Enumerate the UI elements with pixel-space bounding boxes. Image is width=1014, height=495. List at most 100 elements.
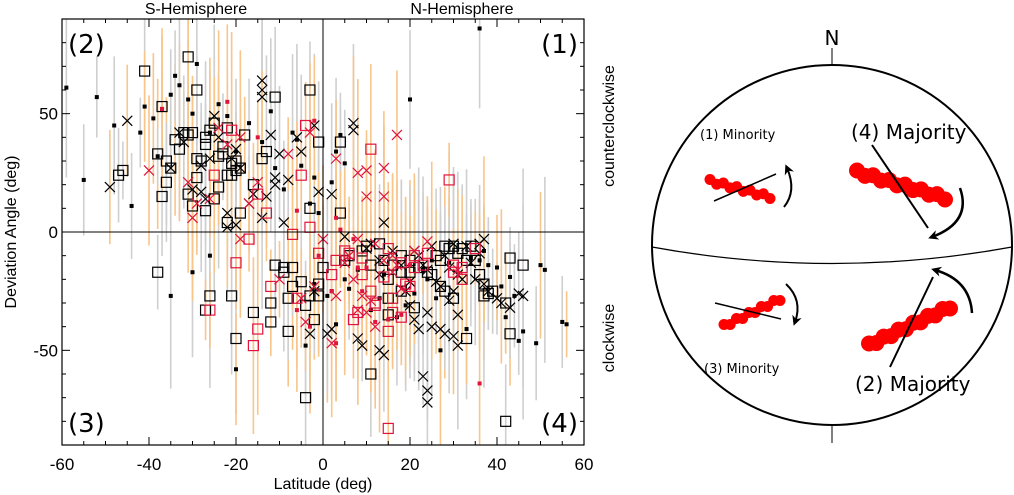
dot-marker bbox=[168, 92, 173, 97]
dot-marker bbox=[481, 248, 486, 253]
square-marker bbox=[204, 290, 216, 302]
square-marker bbox=[243, 233, 255, 245]
cross-marker bbox=[308, 281, 320, 292]
dot-marker bbox=[294, 308, 299, 313]
cross-marker bbox=[213, 122, 225, 134]
dot-marker bbox=[408, 263, 412, 268]
square-marker bbox=[213, 181, 225, 193]
dot-marker bbox=[294, 208, 299, 213]
cross-marker bbox=[395, 259, 407, 271]
square-marker bbox=[382, 422, 394, 435]
ccw-arrow-icon bbox=[783, 164, 794, 208]
cross-marker bbox=[182, 176, 194, 188]
rotation-sphere-diagram: N (1) Minority (4) Majority (3) Minority… bbox=[651, 26, 1013, 443]
cross-marker bbox=[387, 266, 399, 278]
ccw-arrow-icon bbox=[931, 266, 974, 314]
dot-marker bbox=[542, 267, 547, 272]
dot-marker bbox=[138, 130, 143, 135]
cross-marker bbox=[265, 129, 277, 141]
square-marker bbox=[365, 143, 377, 155]
cross-marker bbox=[178, 136, 190, 148]
square-marker bbox=[426, 269, 438, 281]
x-tick-label: 60 bbox=[575, 455, 594, 474]
cross-marker bbox=[435, 281, 446, 292]
square-marker bbox=[173, 143, 186, 155]
cross-marker bbox=[256, 84, 268, 96]
x-axis-label: Latitude (deg) bbox=[274, 476, 373, 493]
square-marker bbox=[408, 302, 420, 314]
square-marker bbox=[460, 254, 473, 266]
square-marker bbox=[265, 297, 277, 309]
dot-marker bbox=[334, 322, 339, 327]
square-marker bbox=[234, 207, 246, 219]
dot-marker bbox=[334, 215, 339, 220]
cross-marker bbox=[230, 219, 242, 231]
cross-marker bbox=[174, 127, 185, 139]
square-marker bbox=[117, 164, 129, 177]
cross-marker bbox=[391, 259, 403, 271]
square-marker bbox=[160, 155, 172, 167]
square-marker bbox=[469, 242, 481, 255]
region-label: (4) Majority bbox=[851, 120, 967, 144]
square-marker bbox=[326, 269, 338, 281]
square-marker bbox=[182, 51, 194, 63]
dot-marker bbox=[307, 201, 312, 206]
north-label: N bbox=[825, 26, 840, 50]
dot-marker bbox=[329, 289, 334, 294]
cross-marker bbox=[482, 285, 494, 297]
dot-marker bbox=[477, 26, 482, 31]
square-marker bbox=[165, 162, 177, 174]
cross-marker bbox=[243, 198, 255, 210]
square-marker bbox=[199, 138, 212, 151]
dot-marker bbox=[247, 121, 252, 126]
square-marker bbox=[156, 190, 168, 203]
cross-marker bbox=[387, 250, 399, 262]
markers-layer bbox=[64, 26, 569, 435]
cross-marker bbox=[204, 193, 216, 205]
square-marker bbox=[152, 266, 164, 278]
dot-marker bbox=[234, 367, 238, 372]
cross-marker bbox=[421, 396, 433, 408]
cross-marker bbox=[269, 179, 281, 191]
square-marker bbox=[382, 242, 394, 255]
dot-marker bbox=[151, 116, 156, 121]
deviation-angle-scatter-plot: S-Hemisphere N-Hemisphere (2) (1) (3) (4… bbox=[3, 1, 618, 493]
square-marker bbox=[504, 328, 516, 340]
y-tick-label: 0 bbox=[49, 223, 58, 242]
square-marker bbox=[278, 266, 290, 278]
dot-marker bbox=[155, 154, 160, 159]
cross-marker bbox=[104, 181, 116, 193]
cross-marker bbox=[369, 238, 381, 250]
square-marker bbox=[478, 290, 490, 302]
dot-marker bbox=[290, 130, 295, 135]
cross-marker bbox=[365, 295, 377, 307]
tilt-line bbox=[871, 144, 929, 229]
cross-marker bbox=[247, 188, 259, 200]
cross-marker bbox=[517, 290, 529, 302]
cross-marker bbox=[348, 117, 359, 129]
square-marker bbox=[182, 129, 194, 141]
cross-marker bbox=[421, 236, 433, 247]
cross-marker bbox=[378, 254, 390, 266]
cross-marker bbox=[343, 250, 355, 262]
dot-marker bbox=[216, 102, 221, 107]
square-marker bbox=[204, 304, 216, 316]
square-marker bbox=[269, 259, 281, 271]
cross-marker bbox=[421, 385, 433, 396]
square-marker bbox=[252, 188, 264, 200]
square-marker bbox=[365, 259, 377, 271]
square-marker bbox=[160, 176, 172, 188]
cross-marker bbox=[187, 212, 198, 224]
dot-marker bbox=[294, 137, 299, 142]
dot-marker bbox=[360, 289, 365, 294]
dot-marker bbox=[81, 177, 86, 182]
dot-marker bbox=[64, 85, 69, 90]
square-marker bbox=[139, 65, 151, 77]
square-marker bbox=[504, 252, 516, 264]
square-marker bbox=[186, 200, 199, 212]
dot-marker bbox=[364, 265, 369, 270]
x-tick-labels: -60 -40 -20 0 20 40 60 bbox=[50, 455, 594, 474]
square-marker bbox=[226, 290, 238, 302]
cross-marker bbox=[282, 148, 294, 160]
cross-marker bbox=[408, 245, 420, 257]
